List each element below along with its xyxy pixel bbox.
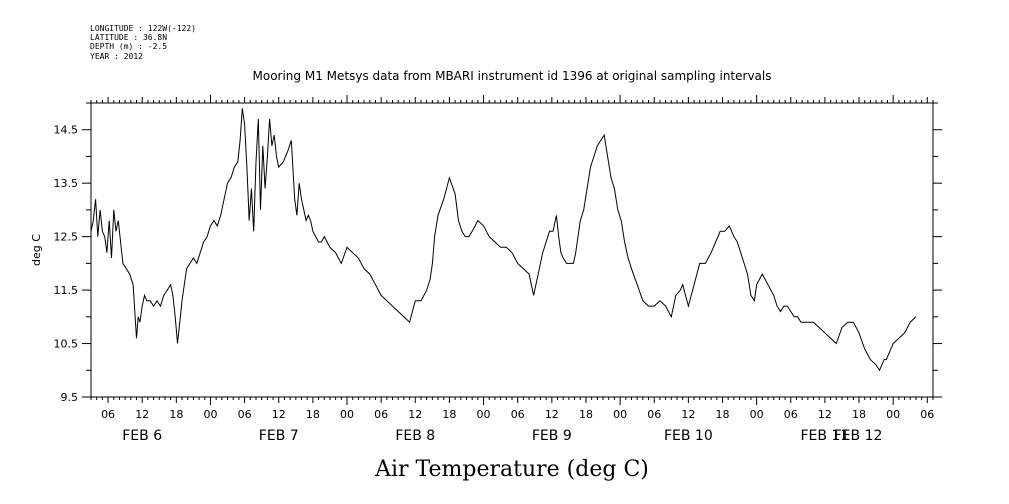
x-tick-label: 06: [784, 408, 798, 421]
x-tick-label: 00: [340, 408, 354, 421]
x-day-label: FEB 6: [122, 428, 162, 444]
series-line: [90, 108, 917, 372]
metadata-header: LONGITUDE : 122W(-122) LATITUDE : 36.8N …: [90, 24, 196, 61]
x-tick-label: 12: [408, 408, 422, 421]
y-tick-label: 13.5: [54, 177, 79, 190]
x-day-label: FEB 10: [664, 428, 713, 444]
minor-ticks: [90, 100, 934, 400]
x-tick-label: 18: [169, 408, 183, 421]
y-tick-label: 11.5: [54, 284, 79, 297]
x-tick-label: 12: [818, 408, 832, 421]
x-tick-label: 06: [647, 408, 661, 421]
x-day-label: FEB 9: [532, 428, 572, 444]
x-tick-label: 18: [306, 408, 320, 421]
y-tick-label: 14.5: [54, 124, 79, 137]
x-axis: 06 12 18 00 06 12 18 00 06 12 18 00 06 12 18 00 06 12 18 00…: [101, 95, 934, 444]
x-tick-label: 06: [374, 408, 388, 421]
x-tick-label: 18: [716, 408, 730, 421]
x-tick-label: 12: [272, 408, 286, 421]
metadata-line: LONGITUDE : 122W(-122): [90, 24, 196, 33]
x-tick-label: 00: [477, 408, 491, 421]
x-day-label: FEB 7: [259, 428, 299, 444]
x-tick-label: 18: [442, 408, 456, 421]
x-tick-label: 00: [886, 408, 900, 421]
x-tick-label: 06: [101, 408, 115, 421]
x-tick-label: 12: [681, 408, 695, 421]
x-tick-label: 06: [511, 408, 525, 421]
x-axis-label: Air Temperature (deg C): [374, 457, 649, 482]
x-tick-label: 06: [920, 408, 934, 421]
metadata-line: LATITUDE : 36.8N: [90, 33, 167, 42]
y-tick-label: 12.5: [54, 231, 79, 244]
x-tick-label: 00: [750, 408, 764, 421]
y-axis-label: deg C: [30, 234, 43, 266]
x-tick-label: 06: [238, 408, 252, 421]
y-tick-label: 9.5: [61, 391, 79, 404]
chart-title: Mooring M1 Metsys data from MBARI instru…: [253, 69, 772, 83]
x-tick-label: 12: [545, 408, 559, 421]
metadata-line: DEPTH (m) : -2.5: [90, 42, 167, 51]
x-day-label: FEB 11: [801, 428, 850, 444]
x-tick-label: 12: [135, 408, 149, 421]
x-tick-label: 00: [203, 408, 217, 421]
x-day-label: FEB 8: [395, 428, 435, 444]
metadata-line: YEAR : 2012: [90, 52, 143, 61]
x-tick-label: 18: [852, 408, 866, 421]
y-axis: 9.5 10.5 11.5 12.5 13.5 14.5: [54, 102, 942, 404]
y-tick-label: 10.5: [54, 338, 79, 351]
x-day-label: FEB 12: [834, 428, 883, 444]
x-tick-label: 18: [579, 408, 593, 421]
plot-frame: [90, 102, 934, 398]
x-tick-label: 00: [613, 408, 627, 421]
